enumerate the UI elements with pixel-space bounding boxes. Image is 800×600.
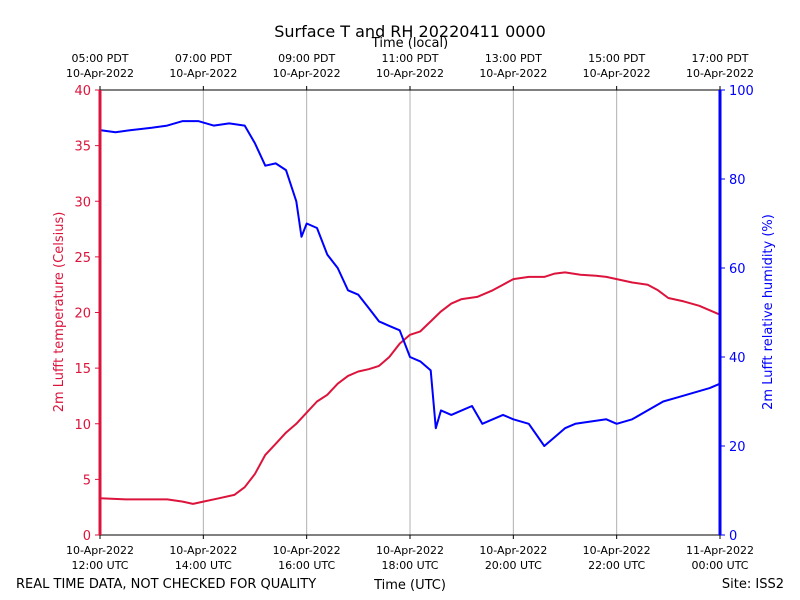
top-tick-date: 10-Apr-2022 — [583, 67, 651, 80]
top-tick-time: 07:00 PDT — [175, 52, 232, 65]
right-tick-label: 80 — [729, 173, 746, 188]
bottom-tick-date: 11-Apr-2022 — [686, 544, 754, 557]
right-tick-label: 0 — [729, 529, 737, 544]
top-tick-time: 09:00 PDT — [278, 52, 335, 65]
left-tick-label: 40 — [74, 84, 91, 99]
bottom-tick-date: 10-Apr-2022 — [273, 544, 341, 557]
temperature-series-line — [99, 271, 721, 505]
chart-title: Surface T and RH 20220411 0000 — [274, 22, 546, 41]
y-axis-right-label: 2m Lufft relative humidity (%) — [761, 214, 776, 410]
left-tick-label: 30 — [74, 195, 91, 210]
humidity-series-line — [99, 120, 721, 447]
bottom-tick-date: 10-Apr-2022 — [66, 544, 134, 557]
left-tick-label: 0 — [83, 529, 91, 544]
bottom-tick-time: 22:00 UTC — [588, 559, 645, 572]
left-tick-label: 35 — [74, 140, 91, 155]
bottom-tick-date: 10-Apr-2022 — [583, 544, 651, 557]
top-axis-label: Time (local) — [371, 36, 448, 51]
right-tick-label: 100 — [729, 84, 754, 99]
site-label: Site: ISS2 — [722, 577, 784, 592]
bottom-tick-time: 14:00 UTC — [175, 559, 232, 572]
top-tick-time: 05:00 PDT — [71, 52, 128, 65]
left-tick-label: 25 — [74, 251, 91, 266]
top-tick-date: 10-Apr-2022 — [479, 67, 547, 80]
top-tick-time: 17:00 PDT — [691, 52, 748, 65]
top-tick-date: 10-Apr-2022 — [686, 67, 754, 80]
right-tick-label: 60 — [729, 262, 746, 277]
left-tick-label: 5 — [83, 473, 91, 488]
bottom-tick-time: 16:00 UTC — [278, 559, 335, 572]
right-tick-label: 20 — [729, 440, 746, 455]
bottom-tick-time: 12:00 UTC — [71, 559, 128, 572]
left-tick-label: 20 — [74, 307, 91, 322]
top-tick-time: 11:00 PDT — [381, 52, 438, 65]
right-tick-label: 40 — [729, 351, 746, 366]
bottom-tick-date: 10-Apr-2022 — [169, 544, 237, 557]
top-tick-date: 10-Apr-2022 — [273, 67, 341, 80]
x-axis-label: Time (UTC) — [373, 578, 446, 593]
left-tick-label: 10 — [74, 418, 91, 433]
top-tick-date: 10-Apr-2022 — [169, 67, 237, 80]
quality-note: REAL TIME DATA, NOT CHECKED FOR QUALITY — [16, 577, 316, 592]
top-tick-time: 15:00 PDT — [588, 52, 645, 65]
bottom-tick-date: 10-Apr-2022 — [376, 544, 444, 557]
top-tick-date: 10-Apr-2022 — [66, 67, 134, 80]
top-tick-time: 13:00 PDT — [485, 52, 542, 65]
bottom-tick-date: 10-Apr-2022 — [479, 544, 547, 557]
top-tick-date: 10-Apr-2022 — [376, 67, 444, 80]
bottom-tick-time: 00:00 UTC — [691, 559, 748, 572]
y-axis-left-label: 2m Lufft temperature (Celsius) — [52, 212, 67, 413]
bottom-tick-time: 20:00 UTC — [485, 559, 542, 572]
bottom-tick-time: 18:00 UTC — [381, 559, 438, 572]
left-tick-label: 15 — [74, 362, 91, 377]
